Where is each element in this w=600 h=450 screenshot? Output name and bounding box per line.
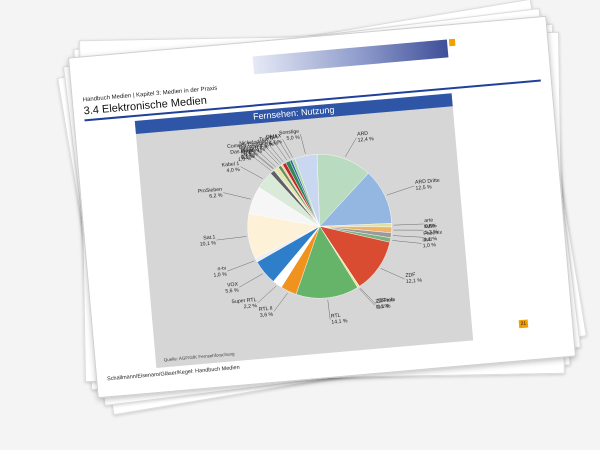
leader-line-tele-5: [274, 142, 288, 161]
leader-line-kika: [393, 229, 424, 231]
leader-line-zdfinfo: [360, 287, 377, 305]
leader-line-dmax: [282, 138, 293, 158]
leader-line-anixe: [254, 153, 274, 170]
leader-line-comedy-central: [265, 146, 281, 164]
leader-line-n-tv: [227, 260, 255, 272]
leader-line-eurosport: [262, 148, 279, 165]
chart-panel: Fernsehen: Nutzung ARD 12,4 % ARD Dritte 12…: [134, 93, 474, 369]
leader-line-rtl: [327, 299, 331, 320]
leader-line-ard: [345, 137, 357, 157]
header-orange-marker: [448, 38, 456, 47]
leader-line-phoenix: [393, 235, 423, 238]
slice-label-ard: ARD 12,4 %: [357, 130, 374, 144]
slice-label-zdf: ZDF 12,1 %: [405, 272, 422, 285]
leader-line-viva: [278, 140, 291, 159]
leader-line-ard-dritte: [386, 185, 415, 196]
leader-line-prosieben: [223, 192, 251, 200]
leader-line-vox: [239, 273, 263, 288]
leader-line-das-vierte: [255, 153, 274, 169]
leader-line-super-rtl: [257, 285, 277, 303]
slice-label-3sat: 3sat 1,0 %: [422, 236, 436, 249]
leader-line-zdf: [380, 268, 405, 280]
leader-line-sat-1: [216, 236, 247, 241]
pie-slice-rtl: [295, 225, 358, 299]
leader-line-kabel-1: [240, 166, 263, 179]
page-number: 21: [518, 319, 529, 329]
pie-chart: [216, 134, 424, 320]
pie-slice-sonstige: [294, 154, 320, 227]
leader-line-zdfneo: [359, 288, 375, 306]
slice-label-value: 1,0 %: [422, 242, 437, 250]
leader-line-nickelodeon: [269, 144, 284, 163]
slice-label-zdfneo: ZDFneo 0,4 %: [375, 298, 395, 312]
leader-line-rtl-ii: [273, 292, 288, 312]
leader-line-n24: [251, 155, 272, 171]
slice-label-ard-dritte: ARD Dritte 12,5 %: [415, 178, 441, 192]
leader-line-3sat: [392, 240, 422, 244]
leader-line-sport-1: [258, 151, 276, 168]
pie-slice-ard-dritte: [319, 172, 392, 227]
leader-line-sonstige: [300, 134, 306, 154]
slice-label-rtl: RTL 14,1 %: [331, 312, 348, 326]
header-gradient-bar: [252, 39, 449, 75]
footer-citation: Schallmann/Eisenaro/Gläser/Kegel: Handbu…: [106, 364, 240, 383]
slide-page: Handbuch Medien | Kapitel 3: Medien in d…: [68, 15, 576, 399]
leader-line-arte: [393, 223, 424, 226]
